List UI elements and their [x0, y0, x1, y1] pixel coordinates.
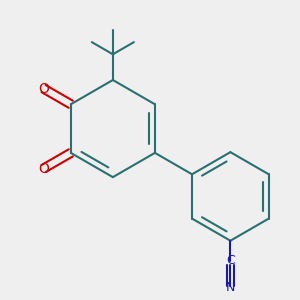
Text: O: O [38, 162, 49, 176]
Text: C: C [226, 254, 235, 267]
Text: N: N [226, 281, 235, 294]
Text: O: O [38, 82, 49, 96]
